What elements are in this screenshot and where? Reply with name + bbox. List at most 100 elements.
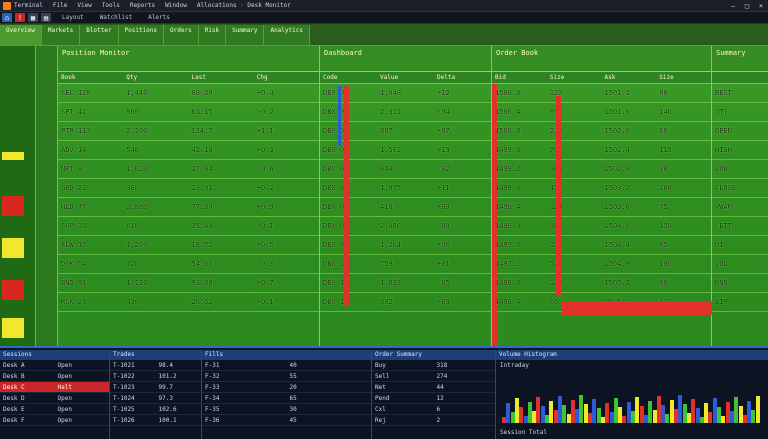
column-header[interactable]: Last bbox=[191, 74, 206, 81]
alert-icon[interactable]: ! bbox=[15, 13, 25, 22]
table-row[interactable]: CAP 35 610 35.44 -0.1 bbox=[58, 217, 319, 236]
column-header[interactable]: Qty bbox=[126, 74, 138, 81]
menu-item-4[interactable]: Reports bbox=[129, 2, 156, 9]
list-item[interactable]: Desk B Open bbox=[0, 371, 109, 382]
table-row[interactable]: BND 91 1,110 91.08 +0.7 bbox=[58, 274, 319, 293]
minimize-icon[interactable]: – bbox=[730, 1, 736, 10]
menu-item-3[interactable]: Tools bbox=[101, 2, 120, 9]
table-row[interactable]: DBX 09 1,264 +06 bbox=[320, 236, 491, 255]
table-row[interactable]: DBX 01 1,048 +12 bbox=[320, 84, 491, 103]
list-item[interactable]: F-35 30 bbox=[202, 404, 371, 415]
tab-risk[interactable]: Risk bbox=[198, 25, 227, 45]
toolbar-watchlist[interactable]: Watchlist bbox=[99, 14, 133, 21]
column-header[interactable]: Size bbox=[659, 74, 674, 81]
table-row[interactable]: HIGH bbox=[712, 141, 768, 160]
table-row[interactable]: SETT bbox=[712, 217, 768, 236]
table-row[interactable]: DBX 11 1,833 -05 bbox=[320, 274, 491, 293]
menu-item-2[interactable]: View bbox=[77, 2, 92, 9]
list-item[interactable]: Pend 12 bbox=[372, 393, 495, 404]
table-row[interactable]: LOW bbox=[712, 160, 768, 179]
table-row[interactable]: LIM bbox=[712, 293, 768, 312]
table-row[interactable]: NRT 8 1,020 17.04 -0.6 bbox=[58, 160, 319, 179]
list-item[interactable]: F-31 40 bbox=[202, 360, 371, 371]
list-item[interactable]: Desk E Open bbox=[0, 404, 109, 415]
toolbar-alerts[interactable]: Alerts bbox=[148, 14, 170, 21]
table-row[interactable]: QTY bbox=[712, 103, 768, 122]
table-row[interactable]: GRD 22 380 23.91 +0.2 bbox=[58, 179, 319, 198]
table-row[interactable]: RNG bbox=[712, 274, 768, 293]
list-item[interactable]: T-1024 97.3 bbox=[110, 393, 201, 404]
list-item[interactable]: F-36 45 bbox=[202, 415, 371, 426]
table-row[interactable]: DBX 10 759 +01 bbox=[320, 255, 491, 274]
table-row[interactable]: 1499.6 70 1502.4 115 bbox=[492, 141, 711, 160]
table-row[interactable]: DBX 02 2,311 -04 bbox=[320, 103, 491, 122]
list-item[interactable]: T-1021 98.4 bbox=[110, 360, 201, 371]
list-item[interactable]: F-32 55 bbox=[202, 371, 371, 382]
list-item[interactable]: Desk F Open bbox=[0, 415, 109, 426]
table-row[interactable]: 1500.8 120 1501.2 80 bbox=[492, 84, 711, 103]
column-header[interactable]: Book bbox=[61, 74, 76, 81]
chart-icon[interactable]: ▤ bbox=[41, 13, 51, 22]
tab-markets[interactable]: Markets bbox=[41, 25, 81, 45]
table-row[interactable]: VWAP bbox=[712, 198, 768, 217]
table-row[interactable]: DBX 05 643 -02 bbox=[320, 160, 491, 179]
tab-positions[interactable]: Positions bbox=[118, 25, 165, 45]
toolbar-layout[interactable]: Layout bbox=[62, 14, 84, 21]
table-row[interactable]: 1496.8 1401505.2 98 bbox=[492, 274, 711, 293]
table-row[interactable]: DBX 07 410 +03 bbox=[320, 198, 491, 217]
table-row[interactable]: VOL bbox=[712, 255, 768, 274]
table-row[interactable]: DSK 54 720 54.66 -0.3 bbox=[58, 255, 319, 274]
column-header[interactable]: Chg bbox=[256, 74, 268, 81]
table-row[interactable]: RSK 26 430 26.52 +0.1 bbox=[58, 293, 319, 312]
table-row[interactable]: FLW 17 1,260 18.72 +0.5 bbox=[58, 236, 319, 255]
list-item[interactable]: T-1022 101.2 bbox=[110, 371, 201, 382]
table-row[interactable]: DBX 06 1,975 +11 bbox=[320, 179, 491, 198]
table-row[interactable]: DBX 03 887 +07 bbox=[320, 122, 491, 141]
column-header[interactable]: Value bbox=[380, 74, 399, 81]
table-row[interactable]: 1500.4 95 1501.6 140 bbox=[492, 103, 711, 122]
list-item[interactable]: Desk D Open bbox=[0, 393, 109, 404]
table-row[interactable]: ADV 14 540 42.18 +0.3 bbox=[58, 141, 319, 160]
list-item[interactable]: Cxl 6 bbox=[372, 404, 495, 415]
menu-item-5[interactable]: Window bbox=[165, 2, 187, 9]
table-row[interactable]: HLD 77 2,880 77.30 +0.9 bbox=[58, 198, 319, 217]
table-row[interactable]: DBX 12 992 +09 bbox=[320, 293, 491, 312]
column-header[interactable]: Bid bbox=[495, 74, 506, 81]
list-item[interactable]: Net 44 bbox=[372, 382, 495, 393]
table-row[interactable]: OPEN bbox=[712, 122, 768, 141]
table-row[interactable]: SEL 128 1,440 88.20 +0.4 bbox=[58, 84, 319, 103]
column-header[interactable]: Delta bbox=[437, 74, 456, 81]
column-header[interactable]: Ask bbox=[604, 74, 616, 81]
tab-orders[interactable]: Orders bbox=[164, 25, 199, 45]
maximize-icon[interactable]: □ bbox=[744, 1, 750, 10]
table-row[interactable]: PTR 113 2,100 114.7 +1.1 bbox=[58, 122, 319, 141]
table-row[interactable]: 1497.6 1751504.4 65 bbox=[492, 236, 711, 255]
table-row[interactable]: 1498.8 45 1503.2 200 bbox=[492, 179, 711, 198]
list-item[interactable]: F-34 65 bbox=[202, 393, 371, 404]
list-item[interactable]: T-1026 100.1 bbox=[110, 415, 201, 426]
column-header[interactable]: Size bbox=[549, 74, 565, 81]
table-row[interactable]: DBX 04 1,502 +19 bbox=[320, 141, 491, 160]
column-header[interactable]: Code bbox=[323, 74, 338, 81]
menu-item-1[interactable]: File bbox=[52, 2, 68, 9]
grid-icon[interactable]: ▦ bbox=[28, 13, 38, 22]
close-icon[interactable]: × bbox=[758, 1, 764, 10]
list-item[interactable]: T-1023 99.7 bbox=[110, 382, 201, 393]
table-row[interactable]: BEST bbox=[712, 84, 768, 103]
tab-overview[interactable]: Overview bbox=[0, 25, 42, 45]
table-row[interactable]: DBX 08 2,086 -08 bbox=[320, 217, 491, 236]
menu-item-0[interactable]: Terminal bbox=[14, 2, 43, 9]
tab-blotter[interactable]: Blotter bbox=[80, 25, 119, 45]
home-icon[interactable]: ⌂ bbox=[2, 13, 12, 22]
table-row[interactable]: 1500.0 2101502.0 60 bbox=[492, 122, 711, 141]
list-item[interactable]: T-1025 102.6 bbox=[110, 404, 201, 415]
list-item[interactable]: Buy 318 bbox=[372, 360, 495, 371]
list-item[interactable]: F-33 20 bbox=[202, 382, 371, 393]
tab-summary[interactable]: Summary bbox=[226, 25, 265, 45]
table-row[interactable]: SPT 42 960 61.15 -0.2 bbox=[58, 103, 319, 122]
table-row[interactable]: 1498.4 1301503.6 75 bbox=[492, 198, 711, 217]
table-row[interactable]: OI bbox=[712, 236, 768, 255]
list-item[interactable]: Rej 2 bbox=[372, 415, 495, 426]
list-item[interactable]: Desk A Open bbox=[0, 360, 109, 371]
list-item[interactable]: Sell 274 bbox=[372, 371, 495, 382]
